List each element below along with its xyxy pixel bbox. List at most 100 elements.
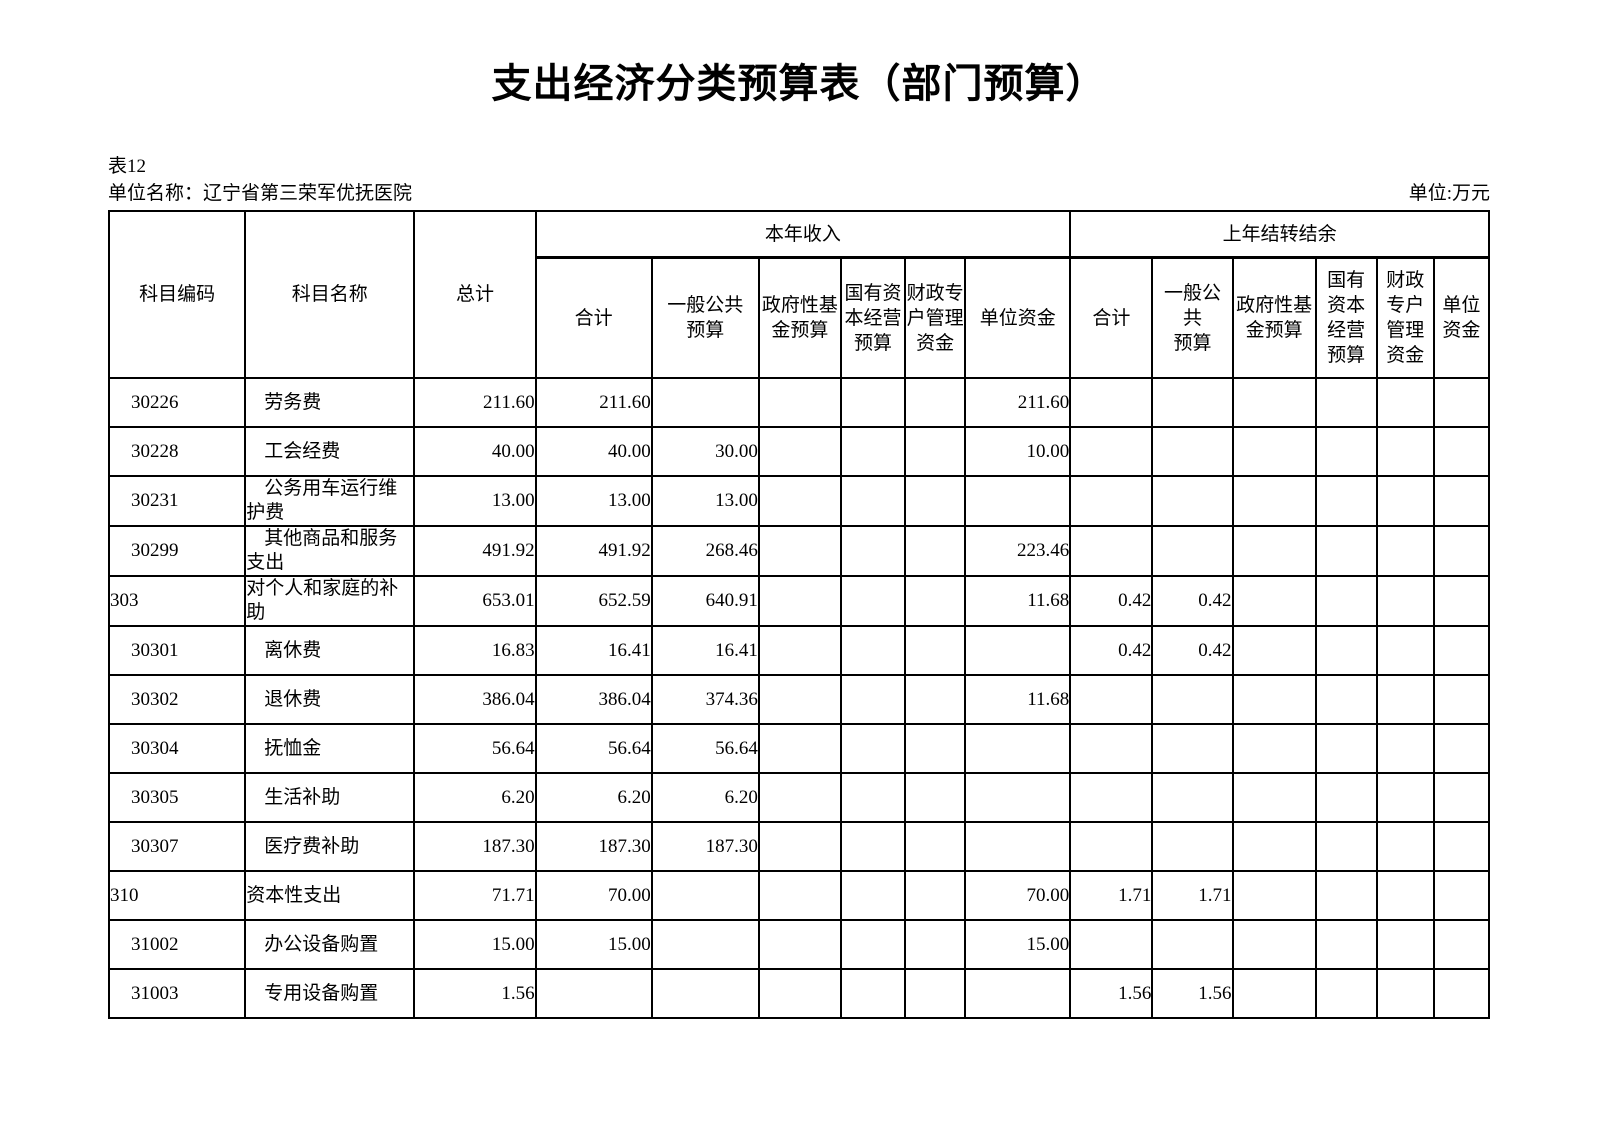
current-year-cell xyxy=(757,426,842,477)
grand-total-cell: 40.00 xyxy=(413,426,537,477)
carryover-cell xyxy=(1314,575,1378,627)
table-row: 310 资本性支出 71.71 70.00 70.00 1.71 1.71 xyxy=(107,870,1491,921)
current-year-cell xyxy=(839,772,907,823)
carryover-cell xyxy=(1375,821,1435,872)
current-year-cell: 11.68 xyxy=(964,575,1072,627)
carryover-cell xyxy=(1375,919,1435,970)
carryover-cell xyxy=(1432,525,1491,577)
carryover-cell xyxy=(1231,525,1317,577)
header-grand-total: 总计 xyxy=(413,210,537,379)
current-year-cell xyxy=(964,625,1072,676)
carryover-cell xyxy=(1069,377,1154,428)
current-year-cell xyxy=(839,674,907,725)
current-year-cell xyxy=(757,377,842,428)
grand-total-cell: 386.04 xyxy=(413,674,537,725)
carryover-cell xyxy=(1151,377,1234,428)
current-year-cell xyxy=(757,674,842,725)
unit-name: 单位名称：辽宁省第三荣军优抚医院 xyxy=(108,183,413,204)
grand-total-cell: 211.60 xyxy=(413,377,537,428)
subject-name-cell: 劳务费 xyxy=(244,377,416,428)
current-year-cell: 13.00 xyxy=(534,475,653,527)
carryover-cell xyxy=(1151,772,1234,823)
carryover-cell: 0.42 xyxy=(1069,625,1154,676)
current-year-cell xyxy=(757,919,842,970)
current-year-cell: 15.00 xyxy=(534,919,653,970)
carryover-cell xyxy=(1375,575,1435,627)
grand-total-cell: 653.01 xyxy=(413,575,537,627)
grand-total-cell: 1.56 xyxy=(413,968,537,1019)
current-year-cell: 15.00 xyxy=(964,919,1072,970)
carryover-cell: 0.42 xyxy=(1151,575,1234,627)
subject-code-cell: 30305 xyxy=(107,772,247,823)
current-year-cell: 386.04 xyxy=(534,674,653,725)
subject-name-cell: 公务用车运行维护费 xyxy=(244,475,416,527)
current-year-cell: 70.00 xyxy=(964,870,1072,921)
header-cy-general-public-budget: 一般公共 预算 xyxy=(650,256,760,379)
subject-code-cell: 31002 xyxy=(107,919,247,970)
current-year-cell: 374.36 xyxy=(650,674,760,725)
current-year-cell xyxy=(757,625,842,676)
current-year-cell: 187.30 xyxy=(650,821,760,872)
current-year-cell xyxy=(964,772,1072,823)
carryover-cell xyxy=(1432,772,1491,823)
current-year-cell: 6.20 xyxy=(650,772,760,823)
grand-total-cell: 15.00 xyxy=(413,919,537,970)
carryover-cell xyxy=(1151,475,1234,527)
subject-code-cell: 30304 xyxy=(107,723,247,774)
current-year-cell xyxy=(904,377,967,428)
carryover-cell xyxy=(1069,919,1154,970)
carryover-cell: 0.42 xyxy=(1069,575,1154,627)
table-row: 30226 劳务费 211.60 211.60 211.60 xyxy=(107,377,1491,428)
unit-row: 单位名称：辽宁省第三荣军优抚医院 单位:万元 xyxy=(108,181,1490,207)
header-co-unit-funds: 单位 资金 xyxy=(1432,256,1491,379)
header-cy-unit-funds: 单位资金 xyxy=(964,256,1072,379)
current-year-cell: 16.41 xyxy=(534,625,653,676)
header-co-general-public-budget: 一般公 共 预算 xyxy=(1151,256,1234,379)
subject-name-cell: 医疗费补助 xyxy=(244,821,416,872)
table-row: 30302 退休费 386.04 386.04 374.36 11.68 xyxy=(107,674,1491,725)
carryover-cell xyxy=(1375,426,1435,477)
grand-total-cell: 6.20 xyxy=(413,772,537,823)
header-carryover-group: 上年结转结余 xyxy=(1069,210,1490,259)
current-year-cell xyxy=(534,968,653,1019)
table-body: 30226 劳务费 211.60 211.60 211.60 30228 工会经费 40.00… xyxy=(107,377,1491,1019)
subject-name-cell: 退休费 xyxy=(244,674,416,725)
header-cy-state-capital-budget: 国有资 本经营 预算 xyxy=(839,256,907,379)
header-co-fiscal-special-account: 财政 专户 管理 资金 xyxy=(1375,256,1435,379)
carryover-cell xyxy=(1432,870,1491,921)
current-year-cell xyxy=(904,575,967,627)
header-group-row: 科目编码 科目名称 总计 本年收入 上年结转结余 xyxy=(107,210,1490,379)
carryover-cell xyxy=(1432,475,1491,527)
carryover-cell: 0.42 xyxy=(1151,625,1234,676)
carryover-cell xyxy=(1314,625,1378,676)
current-year-cell: 16.41 xyxy=(650,625,760,676)
header-subject-code: 科目编码 xyxy=(107,210,247,379)
current-year-cell xyxy=(839,426,907,477)
carryover-cell xyxy=(1375,870,1435,921)
carryover-cell xyxy=(1069,723,1154,774)
carryover-cell xyxy=(1151,674,1234,725)
table-row: 30231 公务用车运行维护费 13.00 13.00 13.00 xyxy=(107,475,1491,527)
meta-block: 表12 单位名称：辽宁省第三荣军优抚医院 单位:万元 xyxy=(108,154,1490,207)
current-year-cell xyxy=(839,475,907,527)
current-year-cell xyxy=(839,625,907,676)
carryover-cell xyxy=(1314,377,1378,428)
current-year-cell: 268.46 xyxy=(650,525,760,577)
carryover-cell xyxy=(1314,475,1378,527)
current-year-cell xyxy=(757,772,842,823)
carryover-cell xyxy=(1314,426,1378,477)
subject-name-cell: 其他商品和服务支出 xyxy=(244,525,416,577)
carryover-cell xyxy=(1231,377,1317,428)
carryover-cell xyxy=(1432,919,1491,970)
current-year-cell xyxy=(964,475,1072,527)
subject-name-cell: 工会经费 xyxy=(244,426,416,477)
current-year-cell: 11.68 xyxy=(964,674,1072,725)
current-year-cell xyxy=(904,870,967,921)
grand-total-cell: 16.83 xyxy=(413,625,537,676)
current-year-cell xyxy=(904,674,967,725)
header-co-state-capital-budget: 国有 资本 经营 预算 xyxy=(1314,256,1378,379)
current-year-cell xyxy=(839,968,907,1019)
subject-code-cell: 30301 xyxy=(107,625,247,676)
current-year-cell xyxy=(757,870,842,921)
current-year-cell xyxy=(650,919,760,970)
